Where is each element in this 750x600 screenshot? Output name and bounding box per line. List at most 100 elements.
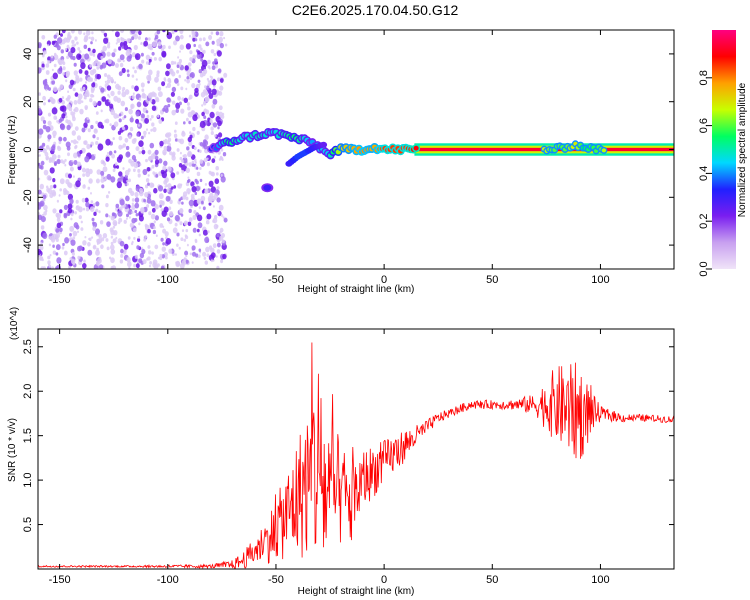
noise-speckle (143, 134, 146, 138)
noise-speckle (187, 106, 191, 111)
noise-speckle (184, 234, 188, 238)
noise-speckle (68, 173, 72, 179)
noise-speckle (140, 113, 145, 119)
noise-speckle (198, 44, 202, 49)
noise-speckle (78, 69, 83, 74)
noise-speckle (124, 137, 129, 143)
noise-speckle (87, 186, 91, 190)
noise-speckle (53, 34, 57, 39)
noise-speckle (168, 143, 171, 147)
noise-speckle (108, 191, 111, 194)
noise-speckle (145, 110, 149, 114)
noise-speckle (162, 225, 165, 228)
noise-speckle (106, 246, 110, 251)
noise-speckle (128, 108, 133, 115)
noise-speckle (212, 219, 216, 223)
noise-speckle (125, 195, 130, 202)
noise-speckle (104, 80, 107, 84)
noise-speckle (148, 58, 152, 63)
noise-speckle (136, 132, 140, 137)
noise-speckle (157, 41, 162, 47)
noise-speckle (185, 43, 191, 50)
noise-speckle (184, 65, 189, 71)
noise-speckle (57, 146, 62, 152)
noise-speckle (208, 202, 212, 206)
noise-speckle (215, 172, 219, 176)
noise-speckle (163, 77, 167, 81)
noise-speckle (84, 236, 87, 239)
noise-speckle (97, 100, 102, 106)
noise-speckle (84, 35, 89, 41)
noise-speckle (83, 44, 88, 49)
noise-speckle (204, 85, 207, 89)
noise-speckle (87, 128, 91, 133)
noise-speckle (212, 243, 217, 249)
noise-speckle (118, 154, 123, 161)
noise-speckle (188, 141, 193, 147)
noise-speckle (109, 123, 112, 126)
noise-speckle (120, 100, 126, 107)
noise-speckle (38, 67, 42, 74)
noise-speckle (75, 75, 80, 80)
noise-speckle (56, 257, 62, 264)
noise-speckle (61, 96, 65, 100)
noise-speckle (76, 41, 79, 45)
noise-speckle (205, 220, 210, 225)
noise-speckle (64, 47, 68, 51)
noise-speckle (141, 149, 146, 155)
noise-speckle (42, 95, 46, 101)
noise-speckle (147, 156, 153, 162)
noise-speckle (138, 258, 143, 264)
noise-speckle (123, 115, 127, 119)
noise-speckle (77, 245, 82, 252)
noise-speckle (191, 163, 195, 167)
noise-speckle (207, 230, 210, 234)
noise-speckle (58, 136, 63, 142)
colorbar-tick-label: 0.8 (698, 70, 710, 85)
noise-speckle (168, 45, 171, 50)
noise-speckle (134, 69, 137, 74)
spectrogram-x-tick-label: 0 (381, 274, 387, 286)
noise-speckle (149, 261, 153, 265)
noise-speckle (199, 149, 202, 153)
noise-speckle (91, 236, 94, 239)
noise-speckle (83, 93, 87, 97)
noise-speckle (151, 207, 156, 213)
noise-speckle (193, 210, 197, 214)
noise-speckle (173, 61, 177, 65)
noise-speckle (105, 156, 110, 162)
noise-speckle (57, 68, 63, 75)
noise-speckle (43, 83, 50, 91)
noise-speckle (153, 92, 157, 98)
noise-speckle (198, 248, 202, 252)
noise-speckle (114, 81, 117, 84)
noise-speckle (45, 145, 50, 150)
noise-speckle (198, 233, 201, 237)
noise-speckle (212, 205, 215, 208)
noise-speckle (93, 202, 96, 207)
noise-speckle (129, 117, 134, 123)
noise-speckle (196, 52, 202, 60)
noise-speckle (185, 259, 189, 264)
noise-speckle (220, 214, 224, 217)
noise-speckle (188, 199, 194, 207)
noise-speckle (190, 193, 195, 199)
noise-speckle (49, 185, 54, 189)
noise-speckle (175, 35, 180, 42)
noise-speckle (144, 117, 150, 124)
noise-speckle (66, 103, 71, 110)
noise-speckle (121, 126, 125, 131)
noise-speckle (87, 76, 92, 83)
noise-speckle (47, 60, 51, 64)
noise-speckle (158, 193, 164, 200)
noise-speckle (161, 210, 167, 218)
noise-speckle (132, 159, 135, 163)
noise-speckle (133, 138, 137, 143)
noise-speckle (146, 197, 152, 204)
noise-speckle (182, 154, 185, 158)
noise-speckle (194, 38, 198, 42)
noise-speckle (168, 80, 172, 84)
noise-speckle (39, 200, 45, 207)
noise-speckle (188, 217, 193, 222)
noise-speckle (215, 255, 218, 258)
